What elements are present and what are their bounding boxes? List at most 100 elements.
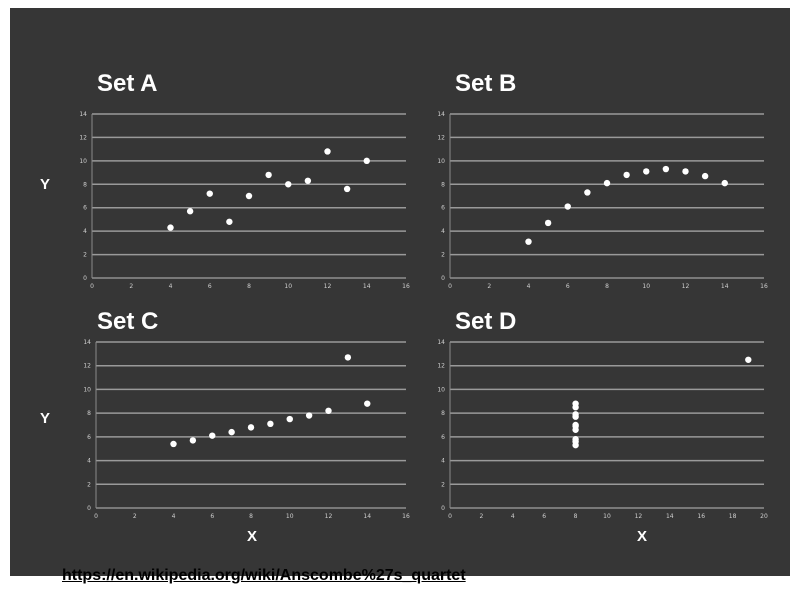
set-c-point-10 [364,400,371,407]
set-a-xtick-label: 0 [90,283,94,290]
set-b-point-5 [623,171,630,179]
set-d-title: Set D [455,308,517,335]
set-c-point-0 [170,440,177,448]
set-d-scatter-plot: 0 2 4 6 8 10 12 14 0 2 4 6 8 10 12 14 16 18 20 [437,339,768,520]
slide: Set A Y 0 2 4 6 8 10 12 14 0 2 4 6 8 10 12 14 16 Set B 0… [10,8,790,576]
set-a-xtick-label: 12 [324,283,332,290]
set-b-point-1 [544,219,552,227]
set-a-ytick-label: 8 [83,181,87,188]
set-b-xtick-label: 4 [527,283,531,290]
set-b-xtick-label: 12 [682,283,690,290]
set-a-point-6 [285,181,292,188]
set-d-xtick-label: 10 [603,513,611,520]
set-c-xtick-label: 16 [402,513,410,520]
set-c-title: Set C [97,308,159,335]
set-c-ytick-label: 12 [83,363,91,370]
set-a-point-9 [343,185,351,193]
set-b-point-4 [603,179,611,187]
set-c-point-5 [267,420,274,428]
set-b-point-0 [525,238,532,245]
set-a-point-1 [186,208,194,215]
set-c-ytick-label: 2 [87,481,91,488]
set-c-ytick-label: 14 [83,339,91,346]
set-c-ytick-label: 10 [83,386,91,393]
set-d-point-10 [745,356,752,363]
set-c-xtick-label: 0 [94,513,98,520]
set-c-scatter-plot: 0 2 4 6 8 10 12 14 0 2 4 6 8 10 12 14 16 [83,339,410,520]
set-d-ytick-label: 0 [441,505,445,512]
set-b-xtick-label: 16 [760,283,768,290]
set-a-xtick-label: 6 [208,283,212,290]
set-c-point-3 [228,428,235,436]
set-c-xtick-label: 6 [210,513,214,520]
set-b-xtick-label: 2 [487,283,491,290]
set-a-xtick-label: 16 [402,283,410,290]
set-a-point-3 [226,218,233,225]
set-d-xtick-label: 18 [729,513,737,520]
set-d-xtick-label: 8 [574,513,578,520]
set-c-xtick-label: 14 [363,513,371,520]
set-c-point-7 [305,412,313,419]
set-d-ytick-label: 10 [437,386,445,393]
set-a-point-10 [363,157,370,165]
set-b-point-8 [682,168,689,175]
set-a-ytick-label: 0 [83,275,87,282]
set-a-point-2 [206,190,213,197]
set-d-xtick-label: 20 [760,513,768,520]
set-b-ytick-label: 4 [441,228,445,235]
set-c-point-8 [325,407,332,414]
set-b-xtick-label: 8 [605,283,609,290]
set-a-point-7 [304,177,312,184]
source-link[interactable]: https://en.wikipedia.org/wiki/Anscombe%2… [62,567,466,584]
set-b-point-7 [662,165,670,173]
set-b-point-6 [643,168,650,175]
set-b-point-3 [584,189,591,196]
set-b-ytick-label: 0 [441,275,445,282]
set-b-ytick-label: 8 [441,181,445,188]
set-c-point-6 [286,415,293,423]
set-b-ytick-label: 6 [441,205,445,212]
set-d-point-8 [572,438,579,445]
set-d-xtick-label: 0 [448,513,452,520]
set-a-ylabel: Y [40,176,51,193]
set-d-point-6 [572,400,579,407]
set-a-xtick-label: 10 [284,283,292,290]
set-a-ytick-label: 10 [79,158,87,165]
set-d-xtick-label: 2 [479,513,483,520]
set-c-xtick-label: 12 [325,513,333,520]
set-c-xtick-label: 2 [133,513,137,520]
set-a-ytick-label: 2 [83,252,87,259]
set-d-xtick-label: 4 [511,513,515,520]
set-d-xtick-label: 12 [635,513,643,520]
set-c-ytick-label: 6 [87,434,91,441]
set-b-scatter-plot: 0 2 4 6 8 10 12 14 0 2 4 6 8 10 12 14 16 [437,111,768,290]
set-a-scatter-plot: 0 2 4 6 8 10 12 14 0 2 4 6 8 10 12 14 16 [79,111,410,290]
set-c-xtick-label: 4 [172,513,176,520]
set-d-xtick-label: 14 [666,513,674,520]
set-a-ytick-label: 6 [83,205,87,212]
set-b-point-10 [721,179,728,187]
set-a-point-8 [324,148,331,155]
set-c-point-1 [189,437,197,444]
set-a-ytick-label: 14 [79,111,87,118]
set-c-xtick-label: 10 [286,513,294,520]
set-d-xlabel: X [637,528,648,545]
set-b-xtick-label: 0 [448,283,452,290]
set-b-title: Set B [455,70,517,97]
set-b-ytick-label: 12 [437,134,445,141]
set-d-ytick-label: 12 [437,363,445,370]
set-c-ytick-label: 4 [87,458,91,465]
set-d-ytick-label: 4 [441,458,445,465]
set-c-point-2 [209,432,216,439]
set-c-xlabel: X [247,528,258,545]
set-c-point-4 [247,424,255,431]
set-b-point-2 [564,203,571,210]
set-c-ytick-label: 8 [87,410,91,417]
set-a-xtick-label: 14 [363,283,371,290]
set-d-ytick-label: 2 [441,481,445,488]
set-a-title: Set A [97,70,158,97]
set-a-point-4 [245,192,253,200]
set-a-ytick-label: 4 [83,228,87,235]
set-b-xtick-label: 14 [721,283,729,290]
set-d-xtick-label: 6 [542,513,546,520]
